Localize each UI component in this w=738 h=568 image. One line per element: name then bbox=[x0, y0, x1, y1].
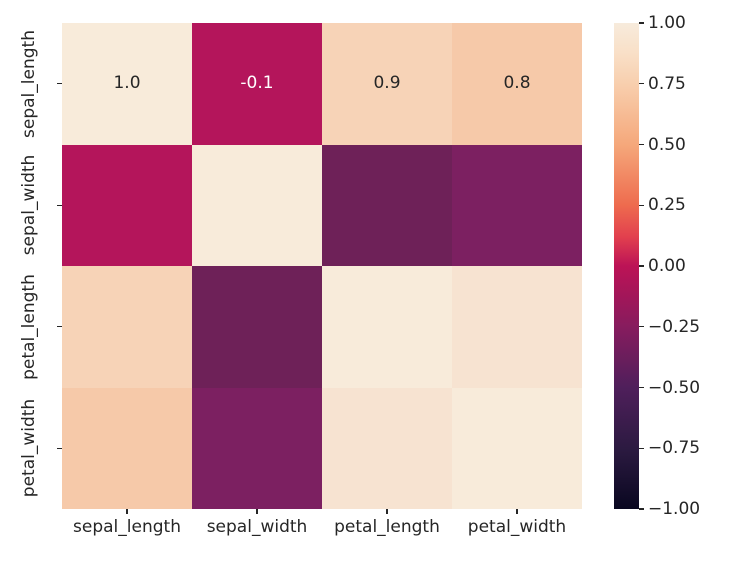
y-tick-label-petal_width: petal_width bbox=[19, 399, 39, 498]
colorbar-tick bbox=[639, 204, 644, 206]
y-axis-tick bbox=[57, 326, 62, 328]
heatmap-grid: 1.0 -0.1 0.9 0.8 bbox=[62, 23, 582, 509]
colorbar-tick bbox=[639, 508, 644, 510]
x-tick-label-sepal_width: sepal_width bbox=[206, 517, 308, 537]
x-tick-label-petal_length: petal_length bbox=[334, 517, 440, 537]
colorbar-tick-label: 0.75 bbox=[648, 73, 686, 94]
heatmap-cell-sepal_width-sepal_width bbox=[192, 144, 322, 266]
heatmap-cell-petal_length-sepal_length bbox=[62, 266, 192, 388]
heatmap-cell-sepal_length-petal_width: 0.8 bbox=[452, 23, 582, 145]
colorbar-tick-label: 0.50 bbox=[648, 134, 686, 155]
colorbar-tick bbox=[639, 22, 644, 24]
heatmap-cell-sepal_width-petal_length bbox=[322, 144, 452, 266]
colorbar-tick-label: −1.00 bbox=[648, 499, 701, 519]
x-tick-label-petal_width: petal_width bbox=[467, 517, 567, 537]
x-axis-tick bbox=[126, 509, 128, 514]
x-axis-tick bbox=[516, 509, 518, 514]
x-axis-tick bbox=[386, 509, 388, 514]
colorbar bbox=[614, 23, 639, 509]
y-axis-tick bbox=[57, 83, 62, 85]
cell-annotation: 0.8 bbox=[503, 73, 531, 94]
y-tick-label-petal_length: petal_length bbox=[19, 273, 39, 380]
heatmap-cell-petal_length-sepal_width bbox=[192, 266, 322, 388]
heatmap-cell-petal_length-petal_length bbox=[322, 266, 452, 388]
heatmap-cell-sepal_length-sepal_length: 1.0 bbox=[62, 23, 192, 145]
colorbar-tick bbox=[639, 326, 644, 328]
cell-annotation: -0.1 bbox=[240, 73, 274, 94]
colorbar-tick-label: 0.00 bbox=[648, 256, 686, 276]
y-axis-tick bbox=[57, 204, 62, 206]
heatmap-cell-sepal_length-sepal_width: -0.1 bbox=[192, 23, 322, 145]
y-tick-label-sepal_length: sepal_length bbox=[19, 29, 39, 138]
heatmap-cell-petal_length-petal_width bbox=[452, 266, 582, 388]
colorbar-tick bbox=[639, 386, 644, 389]
colorbar-tick bbox=[639, 265, 644, 267]
heatmap-cell-petal_width-sepal_length bbox=[62, 387, 192, 509]
y-tick-label-sepal_width: sepal_width bbox=[19, 154, 39, 256]
x-tick-label-sepal_length: sepal_length bbox=[73, 517, 181, 537]
heatmap-cell-sepal_length-petal_length: 0.9 bbox=[322, 23, 452, 145]
colorbar-tick-label: −0.50 bbox=[648, 377, 701, 398]
heatmap-cell-petal_width-petal_width bbox=[452, 387, 582, 509]
cell-annotation: 1.0 bbox=[113, 73, 141, 94]
y-axis-tick bbox=[57, 447, 62, 449]
heatmap-cell-petal_width-sepal_width bbox=[192, 387, 322, 509]
heatmap-cell-sepal_width-sepal_length bbox=[62, 144, 192, 266]
heatmap-cell-sepal_width-petal_width bbox=[452, 144, 582, 266]
colorbar-tick-label: −0.25 bbox=[648, 316, 701, 337]
colorbar-tick bbox=[639, 83, 644, 85]
colorbar-tick bbox=[639, 447, 644, 449]
colorbar-tick-label: −0.75 bbox=[648, 438, 701, 459]
colorbar-tick-label: 1.00 bbox=[648, 13, 686, 33]
heatmap-cell-petal_width-petal_length bbox=[322, 387, 452, 509]
x-axis-tick bbox=[256, 509, 258, 514]
colorbar-tick-label: 0.25 bbox=[648, 195, 686, 216]
cell-annotation: 0.9 bbox=[373, 73, 401, 94]
colorbar-tick bbox=[639, 143, 644, 146]
